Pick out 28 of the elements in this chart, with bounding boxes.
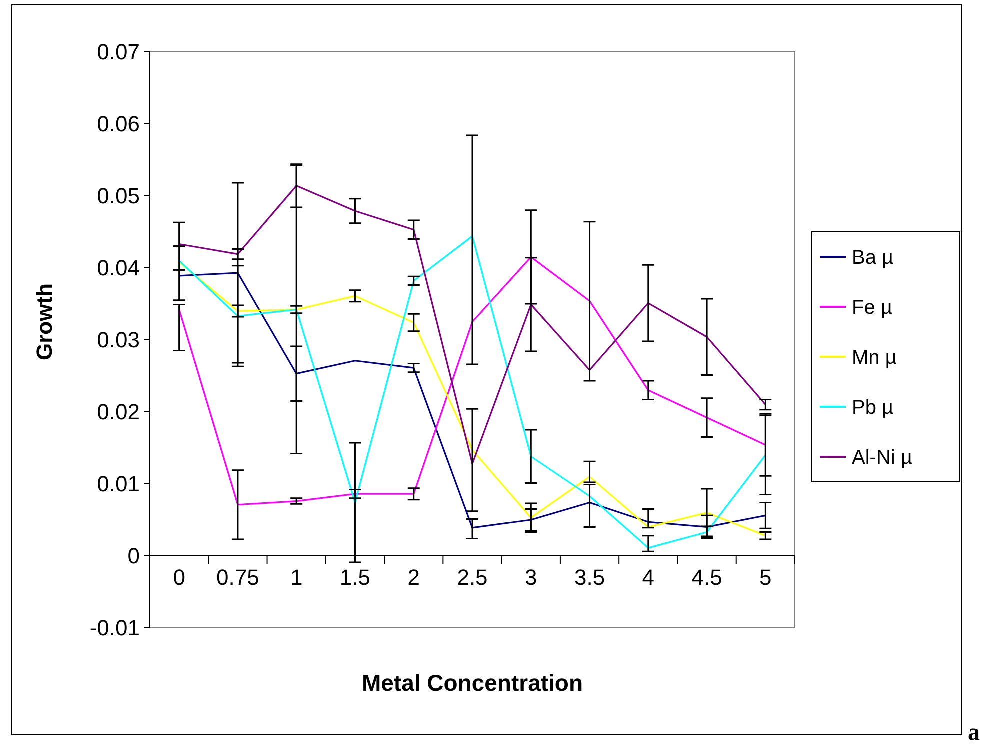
y-tick-label: 0.07 bbox=[97, 40, 140, 65]
y-tick-label: 0.01 bbox=[97, 472, 140, 497]
y-tick-label: 0.06 bbox=[97, 112, 140, 137]
y-axis-title: Growth bbox=[32, 284, 57, 360]
x-axis-title: Metal Concentration bbox=[362, 670, 584, 696]
text: a bbox=[968, 720, 980, 745]
legend-label: Mn µ bbox=[852, 347, 898, 369]
x-tick-label: 5 bbox=[760, 565, 772, 590]
legend-label: Fe µ bbox=[852, 297, 893, 319]
x-tick-label: 3.5 bbox=[574, 565, 606, 590]
x-tick-label: 1 bbox=[290, 565, 303, 590]
x-tick-label: 2 bbox=[408, 565, 420, 590]
legend-label: Ba µ bbox=[852, 247, 894, 269]
x-tick-label: 4 bbox=[642, 565, 655, 590]
legend-label: Pb µ bbox=[852, 397, 894, 419]
y-tick-label: 0.03 bbox=[97, 328, 140, 353]
x-tick-label: 4.5 bbox=[692, 565, 722, 590]
y-tick-label: -0.01 bbox=[90, 616, 140, 641]
x-tick-label: 2.5 bbox=[457, 565, 488, 590]
y-tick-label: 0.04 bbox=[97, 256, 140, 281]
y-tick-label: 0 bbox=[128, 544, 140, 569]
x-tick-label: 3 bbox=[525, 565, 538, 590]
y-tick-label: 0.02 bbox=[97, 400, 140, 425]
x-tick-label: 1.5 bbox=[340, 565, 371, 590]
x-tick-label: 0.75 bbox=[216, 565, 260, 590]
x-tick-label: 0 bbox=[173, 565, 186, 590]
y-tick-label: 0.05 bbox=[97, 184, 140, 209]
legend-label: Al-Ni µ bbox=[852, 447, 913, 469]
